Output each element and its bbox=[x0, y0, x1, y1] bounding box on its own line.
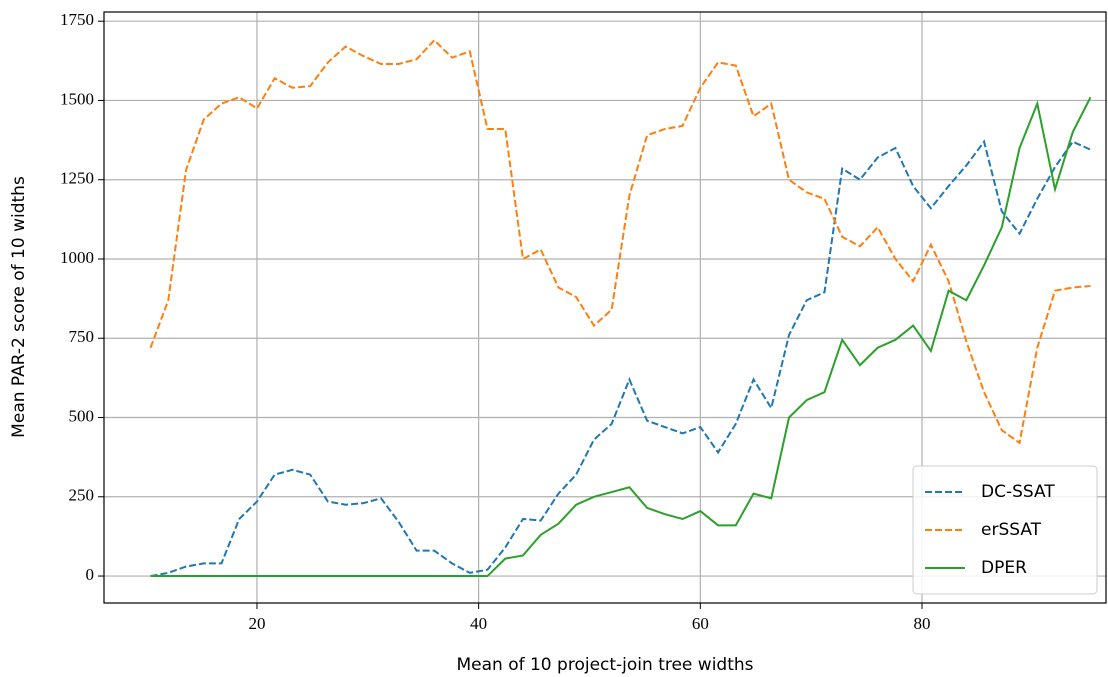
y-tick-label: 0 bbox=[86, 565, 95, 584]
x-tick-label: 80 bbox=[914, 614, 931, 633]
x-tick-label: 20 bbox=[248, 614, 265, 633]
x-tick-label: 60 bbox=[692, 614, 709, 633]
y-axis-label: Mean PAR-2 score of 10 widths bbox=[9, 176, 29, 438]
legend-box bbox=[912, 465, 1098, 595]
y-tick-label: 1500 bbox=[60, 89, 94, 108]
y-tick-label: 750 bbox=[69, 327, 95, 346]
legend-label: erSSAT bbox=[981, 520, 1042, 540]
y-tick-label: 1750 bbox=[60, 10, 94, 29]
legend-label: DPER bbox=[981, 558, 1027, 578]
line-series bbox=[150, 139, 1091, 578]
y-tick-label: 1250 bbox=[60, 169, 94, 188]
y-tick-label: 1000 bbox=[60, 248, 94, 267]
x-tick-label: 40 bbox=[470, 614, 487, 633]
legend-label: DC-SSAT bbox=[981, 482, 1055, 502]
line-series bbox=[149, 38, 1091, 445]
x-axis-label: Mean of 10 project-join tree widths bbox=[456, 655, 753, 675]
y-tick-label: 500 bbox=[69, 406, 95, 425]
y-tick-label: 250 bbox=[69, 486, 95, 505]
plot-frame bbox=[103, 11, 1107, 604]
line-series bbox=[150, 96, 1092, 578]
